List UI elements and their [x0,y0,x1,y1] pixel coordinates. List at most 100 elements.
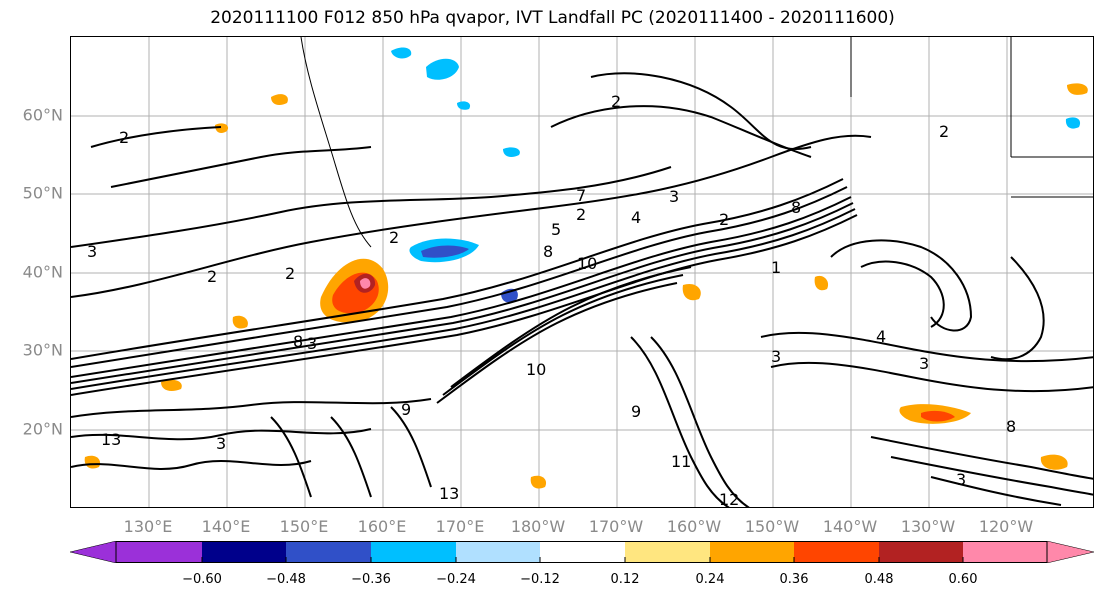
contour-label: 9 [401,400,411,419]
contour-label: 2 [119,128,129,147]
lon-label-130e: 130°E [123,517,173,536]
contour-label: 2 [285,264,295,283]
lon-label-140e: 140°E [201,517,251,536]
contour-label: 4 [631,208,641,227]
contour-label: 2 [389,228,399,247]
colorbar-tick-label: 0.48 [864,572,894,587]
contour-label: 7 [576,186,586,205]
negative-anomaly-patch [457,101,471,110]
lon-label-140w: 140°W [822,517,878,536]
positive-anomaly-patch [682,283,701,301]
positive-anomaly-patch [1067,83,1088,95]
colorbar-segment [286,541,371,563]
colorbar-extend-low [69,540,117,564]
lon-label-170e: 170°E [435,517,485,536]
lon-label-160w: 160°W [666,517,722,536]
contour-label: 3 [956,470,966,489]
colorbar-segment [456,541,540,563]
qvapor-fill-patches [84,47,1088,489]
colorbar-segment [710,541,794,563]
lat-label-20n: 20°N [22,419,63,439]
coastlines [300,37,1093,248]
positive-anomaly-patch [271,94,288,105]
lon-label-150e: 150°E [279,517,329,536]
map-svg: 2 2 3 2 2 2 7 2 4 5 3 2 8 10 8 1 2 3 4 8… [71,37,1093,508]
contour-label: 3 [771,347,781,366]
contour-label: 8 [791,198,801,217]
positive-anomaly-patch [232,315,248,329]
lat-label-30n: 30°N [22,340,63,360]
lon-label-150w: 150°W [744,517,800,536]
contour-label: 12 [719,490,739,508]
figure-title: 2020111100 F012 850 hPa qvapor, IVT Land… [210,8,895,28]
lon-label-180w: 180°W [510,517,566,536]
positive-anomaly-patch [84,455,101,469]
contour-label: 1 [771,258,781,277]
colorbar-segment [963,541,1047,563]
colorbar-tick-label: 0.36 [779,572,809,587]
colorbar-tick-label: 0.24 [695,572,725,587]
colorbar-tick-label: −0.24 [436,572,476,587]
graticule [71,37,1093,507]
colorbar-tick-label: −0.60 [182,572,222,587]
contour-label: 11 [671,452,691,471]
negative-anomaly-patch [391,47,412,59]
colorbar-segment [116,541,202,563]
contour-label: 10 [577,254,597,273]
colorbar-segment [202,541,286,563]
lon-label-160e: 160°E [357,517,407,536]
contour-label: 3 [919,354,929,373]
colorbar [69,540,1095,564]
colorbar-segment [540,541,625,563]
contour-label: 2 [576,205,586,224]
negative-anomaly-patch [426,58,459,80]
contour-label: 3 [216,434,226,453]
contour-label: 2 [719,210,729,229]
colorbar-tick-label: 0.60 [948,572,978,587]
contour-label: 8 [1006,417,1016,436]
contour-label: 9 [631,402,641,421]
contour-label: 5 [551,220,561,239]
map-panel: 2 2 3 2 2 2 7 2 4 5 3 2 8 10 8 1 2 3 4 8… [70,36,1094,508]
lon-label-170w: 170°W [588,517,644,536]
colorbar-segment [879,541,963,563]
negative-anomaly-patch [1065,117,1081,129]
colorbar-tick-label: −0.12 [520,572,560,587]
positive-anomaly-patch [530,475,547,489]
colorbar-tick-label: −0.48 [266,572,306,587]
lon-label-120w: 120°W [978,517,1034,536]
contour-label: 2 [207,267,217,286]
contour-labels: 2 2 3 2 2 2 7 2 4 5 3 2 8 10 8 1 2 3 4 8… [87,92,1016,508]
colorbar-tick-label: 0.12 [610,572,640,587]
contour-label: 10 [526,360,546,379]
colorbar-tick-label: −0.36 [351,572,391,587]
negative-anomaly-patch [503,147,520,157]
positive-anomaly-patch [814,275,829,291]
positive-anomaly-patch [215,123,229,133]
lat-label-60n: 60°N [22,105,63,125]
positive-anomaly-patch [921,410,955,422]
contour-label: 3 [307,334,317,353]
contour-label: 2 [939,122,949,141]
lon-label-130w: 130°W [900,517,956,536]
positive-anomaly-patch [360,278,371,289]
colorbar-segment [794,541,879,563]
positive-anomaly-patch [161,379,182,391]
contour-label: 4 [876,327,886,346]
contour-label: 3 [87,242,97,261]
colorbar-segment [371,541,456,563]
contour-label: 13 [439,484,459,503]
contour-label: 8 [293,332,303,351]
contour-label: 2 [611,92,621,111]
ivt-contours [71,72,1093,507]
lat-label-40n: 40°N [22,262,63,282]
negative-anomaly-patch [421,245,469,258]
colorbar-extend-high [1046,540,1095,564]
contour-label: 8 [543,242,553,261]
contour-label: 13 [101,430,121,449]
colorbar-segment [625,541,710,563]
positive-anomaly-patch [1040,454,1068,470]
colorbar-svg [69,540,1095,564]
lat-label-50n: 50°N [22,183,63,203]
contour-label: 3 [669,187,679,206]
